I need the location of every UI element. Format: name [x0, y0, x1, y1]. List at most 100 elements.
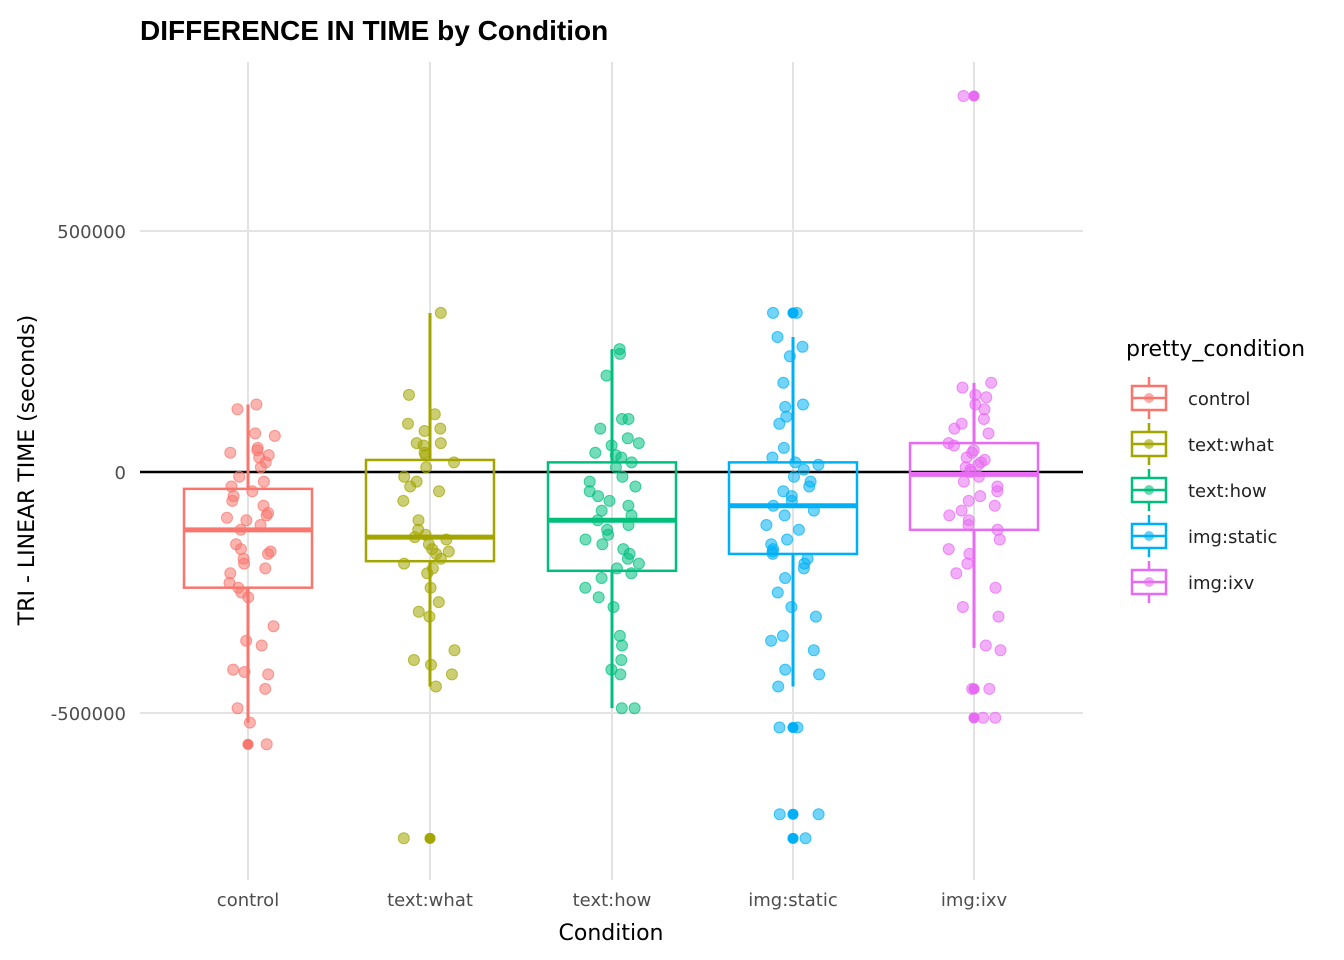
- y-axis-ticks: 500000 0 -500000: [51, 222, 126, 725]
- jitter-point: [594, 422, 607, 435]
- jitter-point: [424, 581, 437, 594]
- jitter-point: [776, 629, 789, 642]
- jitter-point: [398, 470, 411, 483]
- jitter-point: [433, 485, 445, 498]
- outlier-point: [242, 738, 254, 750]
- legend-item-text-how: text:how: [1130, 469, 1267, 511]
- outlier-point: [968, 712, 980, 724]
- jitter-point: [780, 410, 793, 423]
- jitter-point: [972, 470, 985, 483]
- jitter-point: [221, 511, 233, 524]
- jitter-point: [955, 504, 968, 517]
- jitter-point: [440, 533, 453, 546]
- jitter-point: [791, 721, 804, 734]
- legend-item-text-what: text:what: [1130, 423, 1274, 465]
- jitter-point: [625, 567, 638, 580]
- jitter-point: [259, 682, 272, 695]
- jitter-point: [632, 557, 645, 570]
- jitter-point: [448, 644, 461, 657]
- jitter-point: [989, 711, 1002, 724]
- jitter-point: [790, 306, 803, 319]
- jitter-point: [807, 644, 820, 657]
- jitter-point: [434, 422, 447, 435]
- jitter-point: [766, 451, 779, 464]
- jitter-point: [771, 586, 784, 599]
- jitter-point: [262, 668, 275, 681]
- box-layer: [182, 90, 1040, 844]
- x-tick-label: img:static: [748, 890, 837, 911]
- y-tick-label: 0: [115, 463, 126, 484]
- jitter-point: [595, 572, 608, 584]
- jitter-point: [240, 514, 253, 527]
- jitter-point: [254, 461, 267, 474]
- jitter-point: [797, 463, 810, 476]
- jitter-point: [777, 376, 790, 389]
- legend-title: pretty_condition: [1126, 337, 1305, 362]
- jitter-point: [993, 533, 1006, 546]
- jitter-point: [622, 519, 635, 531]
- x-tick-label: img:ixv: [941, 890, 1008, 911]
- jitter-point: [614, 668, 627, 681]
- jitter-point: [425, 658, 437, 671]
- jitter-point: [419, 449, 432, 462]
- jitter-point: [233, 470, 246, 483]
- jitter-point: [974, 490, 987, 503]
- jitter-point: [243, 716, 256, 729]
- jitter-point: [977, 413, 990, 425]
- jitter-point: [779, 663, 792, 676]
- legend: pretty_condition control text:what text:ho…: [1126, 337, 1305, 603]
- jitter-point: [788, 470, 800, 483]
- jitter-point: [602, 528, 615, 541]
- jitter-point: [632, 437, 645, 450]
- jitter-point: [592, 591, 605, 604]
- legend-item-img-ixv: img:ixv: [1130, 561, 1255, 603]
- jitter-point: [260, 738, 273, 751]
- jitter-point: [948, 439, 960, 452]
- jitter-point: [796, 340, 809, 353]
- jitter-point: [963, 547, 976, 560]
- jitter-point: [625, 456, 638, 469]
- jitter-point: [812, 808, 825, 821]
- jitter-point: [402, 417, 414, 430]
- jitter-point: [432, 596, 445, 609]
- jitter-point: [760, 519, 773, 531]
- jitter-point: [259, 562, 272, 575]
- x-tick-label: control: [217, 890, 279, 911]
- jitter-point: [962, 519, 975, 531]
- x-tick-label: text:what: [387, 890, 473, 911]
- chart-title: DIFFERENCE IN TIME by Condition: [140, 15, 608, 46]
- jitter-point: [609, 461, 622, 474]
- jitter-point: [773, 417, 786, 430]
- jitter-point: [948, 422, 961, 435]
- jitter-point: [792, 523, 805, 536]
- jitter-point: [621, 432, 634, 445]
- jitter-point: [629, 480, 642, 493]
- jitter-point: [942, 543, 955, 556]
- jitter-point: [428, 408, 441, 421]
- jitter-point: [783, 350, 796, 363]
- jitter-point: [404, 480, 417, 493]
- jitter-point: [982, 427, 995, 440]
- jitter-point: [765, 634, 778, 647]
- outlier-point: [968, 90, 980, 102]
- jitter-point: [607, 601, 620, 613]
- jitter-point: [398, 557, 411, 570]
- jitter-point: [246, 485, 259, 498]
- jitter-point: [434, 552, 447, 565]
- jitter-point: [579, 533, 592, 546]
- jitter-point: [255, 639, 268, 652]
- jitter-point: [773, 721, 786, 734]
- jitter-point: [797, 398, 809, 411]
- jitter-point: [985, 376, 998, 389]
- jitter-point: [407, 654, 420, 666]
- outlier-point: [787, 808, 799, 820]
- jitter-point: [813, 668, 826, 681]
- jitter-point: [231, 403, 244, 416]
- jitter-point: [227, 663, 240, 676]
- x-axis-title: Condition: [559, 921, 664, 946]
- jitter-point: [616, 470, 629, 483]
- jitter-point: [231, 702, 244, 715]
- jitter-point: [956, 381, 969, 394]
- jitter-point: [621, 552, 634, 565]
